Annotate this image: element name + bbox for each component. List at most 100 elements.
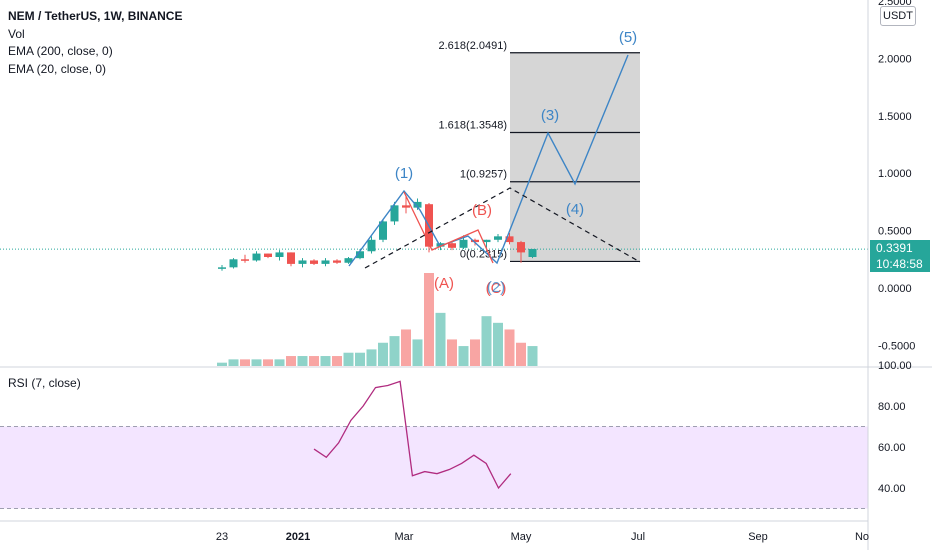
candle[interactable] [367, 236, 376, 254]
candle[interactable] [494, 234, 502, 243]
price-tick-label: 2.5000 [878, 0, 912, 8]
candle[interactable] [517, 240, 525, 263]
volume-bar [424, 273, 434, 366]
candle[interactable] [310, 259, 318, 266]
candle-body [367, 239, 376, 252]
last-price-value: 0.3391 [876, 241, 913, 255]
last-price-tag: 0.3391 10:48:58 [870, 240, 930, 272]
candle[interactable] [229, 258, 238, 269]
series-legend: NEM / TetherUS, 1W, BINANCE Vol EMA (200… [8, 8, 182, 78]
candle-body [333, 260, 341, 263]
legend-ema-20[interactable]: EMA (20, close, 0) [8, 61, 107, 76]
candle-body [287, 252, 295, 264]
price-tick-label: 0.0000 [878, 283, 912, 295]
candle[interactable] [321, 258, 330, 267]
red-wave-label: (A) [434, 275, 454, 292]
currency-label[interactable]: USDT [880, 6, 916, 26]
candle[interactable] [528, 248, 537, 259]
volume-bar [527, 346, 538, 366]
volume-bar [263, 359, 273, 366]
candle[interactable] [390, 201, 399, 225]
candle-body [344, 258, 353, 263]
blue-wave-path[interactable] [348, 54, 629, 267]
candle[interactable] [448, 240, 456, 251]
candle-body [448, 243, 456, 248]
candle-body [241, 259, 249, 261]
candle[interactable] [298, 258, 307, 268]
candle-body [356, 251, 364, 259]
candle-body [505, 236, 514, 243]
candle[interactable] [275, 250, 284, 261]
volume-bar [504, 329, 515, 366]
blue-wave-label: (3) [541, 107, 559, 124]
volume-bar [240, 359, 250, 366]
candle-body [229, 259, 238, 268]
fib-level-label: 1(0.9257) [460, 169, 507, 181]
legend-ema-200[interactable]: EMA (200, close, 0) [8, 44, 113, 58]
volume-bar [320, 356, 331, 366]
blue-wave-label: (5) [619, 29, 637, 46]
fib-level-label: 2.618(2.0491) [439, 40, 508, 52]
volume-bar [274, 359, 285, 366]
volume-bar [389, 336, 400, 366]
price-tick-label: 1.5000 [878, 111, 912, 123]
time-tick-label: May [511, 531, 532, 543]
candle[interactable] [264, 253, 272, 259]
time-tick-label: Mar [395, 531, 414, 543]
time-tick-label: 23 [216, 531, 228, 543]
candle[interactable] [344, 257, 353, 264]
volume-bar [286, 356, 296, 366]
price-tick-label: 0.5000 [878, 226, 912, 238]
candle[interactable] [241, 254, 249, 263]
candle-body [436, 243, 445, 247]
rsi-legend[interactable]: RSI (7, close) [8, 376, 81, 390]
candle-body [218, 267, 226, 269]
price-tick-label: -0.5000 [878, 340, 915, 352]
candle-body [471, 239, 479, 243]
volume-bar [458, 346, 469, 366]
red-wave-label: (B) [472, 202, 492, 219]
fib-level-label: 1.618(1.3548) [439, 119, 508, 131]
dashed-channel[interactable] [364, 187, 641, 269]
candle[interactable] [218, 265, 226, 271]
candle-body [379, 221, 387, 240]
candle-body [459, 239, 468, 248]
time-tick-label: Sep [748, 531, 768, 543]
legend-volume[interactable]: Vol [8, 26, 25, 41]
candle[interactable] [379, 219, 387, 243]
fib-box[interactable] [510, 52, 640, 262]
fib-level-label: 0(0.2315) [460, 248, 507, 260]
candle[interactable] [482, 239, 491, 248]
price-pane[interactable]: 2.618(2.0491) 1.618(1.3548) 1(0.9257) 0(0.2… [0, 29, 868, 366]
blue-wave-label: (4) [566, 201, 584, 218]
candle-body [275, 252, 284, 258]
rsi-line[interactable] [313, 380, 512, 490]
volume-bar [401, 329, 411, 366]
price-tick-label: 2.0000 [878, 53, 912, 65]
volume-bar [412, 339, 423, 366]
price-tick-label: 1.0000 [878, 168, 912, 180]
candle[interactable] [505, 232, 514, 245]
volume-bar [332, 356, 342, 366]
time-tick-label: Jul [631, 531, 645, 543]
volume-bar [355, 352, 365, 366]
candle[interactable] [287, 252, 295, 267]
candle-body [310, 260, 318, 264]
volume-bar [366, 349, 377, 366]
volume-bar [217, 362, 227, 366]
blue-wave-label: (1) [395, 165, 413, 182]
candle[interactable] [252, 251, 261, 262]
rsi-tick-label: 100.00 [878, 360, 912, 372]
candle[interactable] [333, 259, 341, 264]
candle[interactable] [402, 196, 410, 214]
volume-bar [516, 342, 526, 366]
rsi-pane[interactable] [0, 380, 868, 509]
volume-bar [251, 359, 262, 366]
symbol-title[interactable]: NEM / TetherUS, 1W, BINANCE [8, 9, 183, 23]
candle-body [482, 239, 491, 243]
red-wave-path[interactable] [403, 191, 494, 264]
volume-bar [297, 356, 308, 366]
volume-bar [228, 359, 239, 366]
volume-bar [447, 339, 457, 366]
